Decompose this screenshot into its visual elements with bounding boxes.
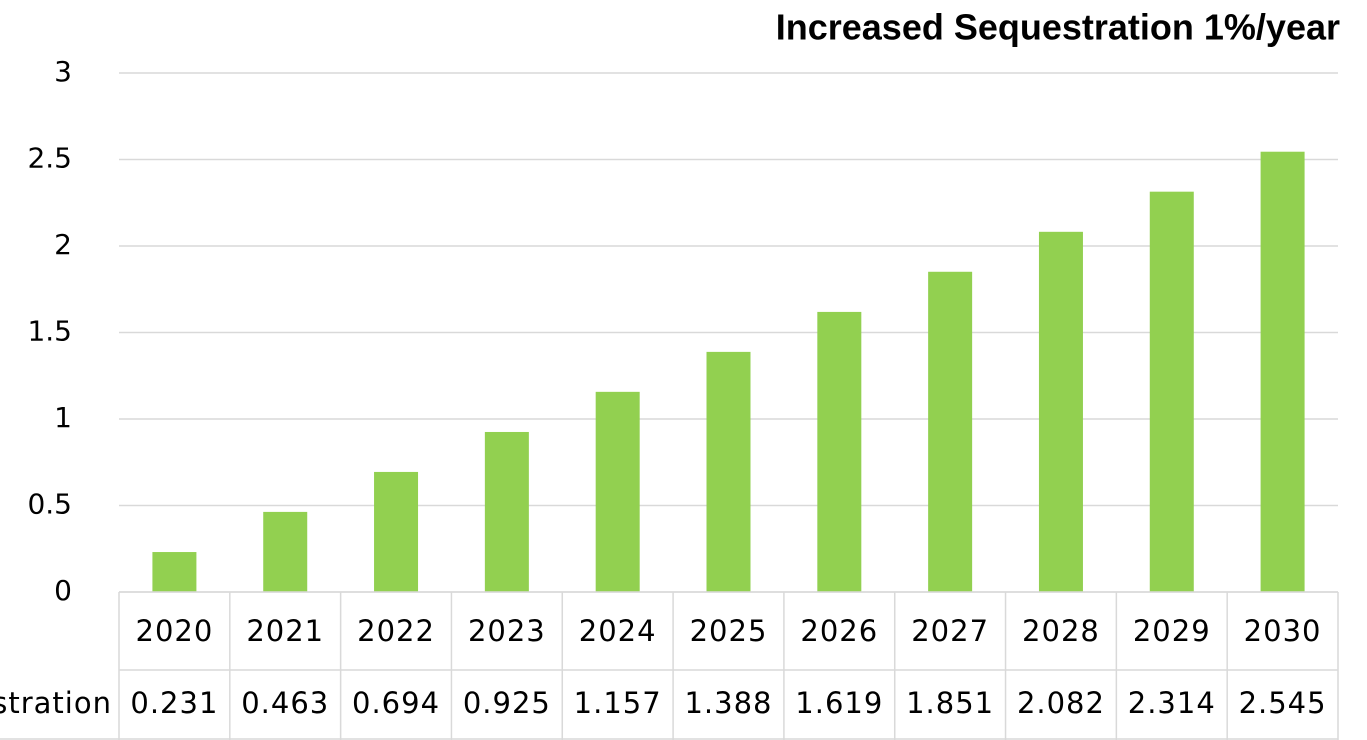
bar bbox=[595, 391, 640, 592]
table-value: 2.082 bbox=[1017, 686, 1105, 720]
table-value: 0.694 bbox=[352, 686, 440, 720]
bar bbox=[152, 552, 197, 592]
bar bbox=[1038, 231, 1083, 592]
bar bbox=[374, 471, 419, 592]
table-value: 2.545 bbox=[1239, 686, 1327, 720]
y-tick-label: 0.5 bbox=[27, 488, 72, 521]
y-tick-label: 1.5 bbox=[27, 315, 72, 348]
table-value: 1.157 bbox=[574, 686, 662, 720]
x-tick-label: 2020 bbox=[136, 614, 214, 648]
bar bbox=[484, 431, 529, 592]
chart-title: Increased Sequestration 1%/year bbox=[776, 7, 1340, 48]
x-tick-label: 2026 bbox=[800, 614, 878, 648]
table-value: 2.314 bbox=[1128, 686, 1216, 720]
x-tick-label: 2022 bbox=[357, 614, 435, 648]
table-value: 1.851 bbox=[906, 686, 994, 720]
x-tick-label: 2029 bbox=[1133, 614, 1211, 648]
x-tick-label: 2028 bbox=[1022, 614, 1100, 648]
bar bbox=[263, 511, 308, 592]
table-row-label: Increased Sequestration bbox=[0, 686, 112, 720]
y-tick-label: 0 bbox=[54, 574, 72, 607]
y-tick-label: 2.5 bbox=[27, 142, 72, 175]
y-tick-label: 3 bbox=[54, 55, 72, 88]
y-tick-label: 2 bbox=[54, 228, 72, 261]
bar bbox=[1149, 191, 1194, 593]
x-tick-label: 2027 bbox=[911, 614, 989, 648]
x-tick-label: 2024 bbox=[579, 614, 657, 648]
table-value: 1.619 bbox=[795, 686, 883, 720]
x-tick-label: 2030 bbox=[1244, 614, 1322, 648]
table-value: 0.231 bbox=[130, 686, 218, 720]
x-tick-label: 2025 bbox=[690, 614, 768, 648]
table-value: 0.925 bbox=[463, 686, 551, 720]
x-tick-label: 2023 bbox=[468, 614, 546, 648]
table-value: 1.388 bbox=[684, 686, 772, 720]
y-tick-label: 1 bbox=[54, 401, 72, 434]
x-tick-label: 2021 bbox=[246, 614, 324, 648]
bar bbox=[928, 271, 973, 592]
bar bbox=[817, 311, 862, 592]
table-value: 0.463 bbox=[241, 686, 329, 720]
bar bbox=[1260, 151, 1305, 592]
bar bbox=[706, 351, 751, 592]
